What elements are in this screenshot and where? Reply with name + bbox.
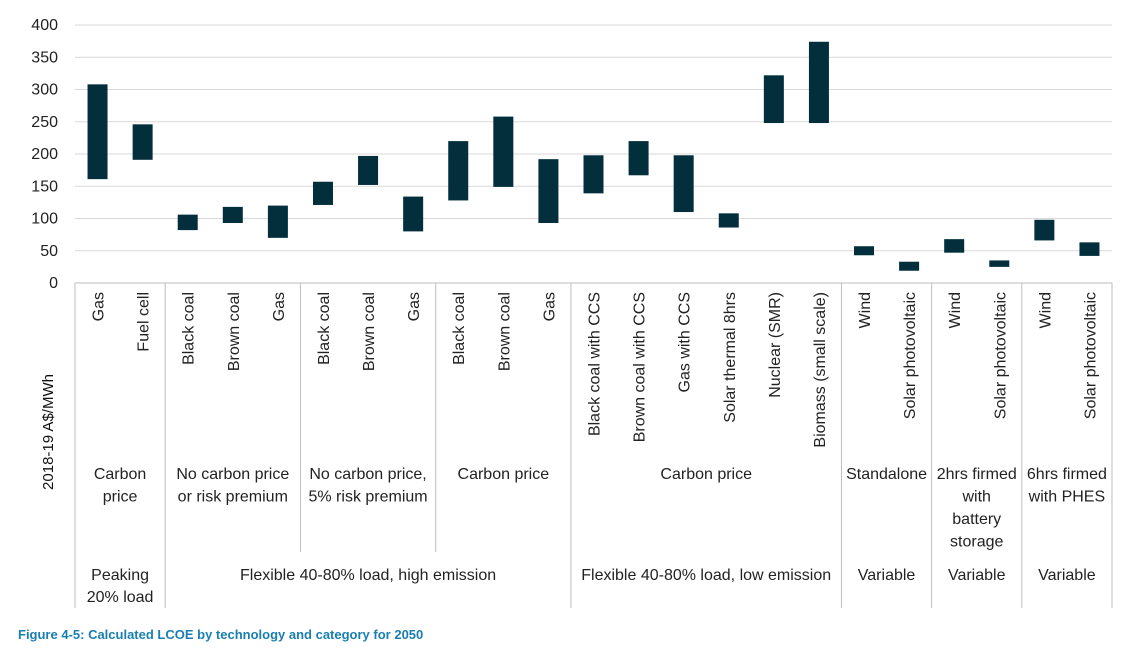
range-bar	[87, 84, 108, 180]
range-bar	[673, 155, 694, 213]
category-label: Solar thermal 8hrs	[722, 292, 739, 423]
category-label: Biomass (small scale)	[812, 292, 829, 448]
subgroup-label: Carbon price	[660, 466, 752, 483]
category-label: Black coal	[451, 292, 468, 365]
range-bar	[493, 116, 514, 187]
category-label: Gas with CCS	[677, 292, 694, 392]
category-label: Gas	[91, 292, 108, 321]
category-dividers	[74, 283, 1113, 608]
y-axis-label: 2018-19 A$/MWh	[40, 374, 57, 490]
group-label: Flexible 40-80% load, high emission	[240, 567, 496, 584]
y-tick-label: 300	[31, 82, 58, 99]
category-label: Solar photovoltaic	[1082, 292, 1099, 419]
subgroup-label: Carbon price	[458, 466, 550, 483]
y-tick-label: 350	[31, 49, 58, 66]
category-label: Gas	[406, 292, 423, 321]
range-bar	[899, 261, 920, 271]
group-labels: Peaking 20% load Flexible 40-80% load, hig…	[87, 567, 1096, 606]
subgroup-label: Carbon price	[94, 466, 146, 506]
range-bar	[763, 75, 784, 124]
range-bar	[1079, 242, 1100, 256]
gridlines	[75, 24, 1112, 284]
y-tick-label: 200	[31, 146, 58, 163]
category-label: Solar photovoltaic	[992, 292, 1009, 419]
y-tick-label: 150	[31, 178, 58, 195]
category-label: Gas	[541, 292, 558, 321]
category-label: Wind	[947, 292, 964, 328]
y-tick-label: 400	[31, 17, 58, 34]
subgroup-label: No carbon price or risk premium	[176, 466, 289, 506]
group-label: Variable	[858, 567, 916, 584]
category-label: Black coal	[316, 292, 333, 365]
y-tick-label: 100	[31, 211, 58, 228]
category-label: Black coal	[181, 292, 198, 365]
category-label: Solar photovoltaic	[902, 292, 919, 419]
category-label: Wind	[1037, 292, 1054, 328]
range-bar	[403, 196, 424, 232]
subgroup-label: Standalone	[846, 466, 927, 483]
category-label: Gas	[271, 292, 288, 321]
figure-caption: Figure 4-5: Calculated LCOE by technolog…	[18, 627, 424, 642]
range-bar	[854, 246, 875, 256]
category-label: Nuclear (SMR)	[767, 292, 784, 398]
range-bar	[1034, 219, 1055, 241]
range-bar	[944, 239, 965, 253]
range-bar	[358, 155, 379, 185]
range-bar	[267, 205, 288, 238]
range-bar	[989, 260, 1010, 267]
range-bar	[628, 141, 649, 176]
y-tick-label: 50	[40, 243, 58, 260]
category-label: Fuel cell	[136, 292, 153, 352]
bars	[87, 41, 1100, 271]
y-tick-label: 250	[31, 114, 58, 131]
group-label: Flexible 40-80% load, low emission	[581, 567, 831, 584]
range-bar	[177, 214, 198, 231]
range-bar	[538, 159, 559, 224]
category-label: Brown coal	[226, 292, 243, 371]
range-bar	[583, 155, 604, 194]
category-label: Black coal with CCS	[587, 292, 604, 436]
range-bar	[808, 41, 829, 124]
category-label: Brown coal	[496, 292, 513, 371]
range-bar	[222, 206, 243, 224]
range-bar	[718, 213, 739, 228]
group-label: Variable	[1038, 567, 1096, 584]
group-label: Peaking 20% load	[87, 567, 154, 606]
category-labels: Gas Fuel cell Black coal Brown coal Gas Black…	[91, 292, 1100, 448]
category-label: Wind	[857, 292, 874, 328]
y-tick-label: 0	[49, 275, 58, 292]
y-axis-ticks: 0 50 100 150 200 250 300 350 400	[31, 17, 58, 292]
subgroup-labels: Carbon price No carbon price or risk premiu…	[94, 466, 1107, 551]
category-label: Brown coal with CCS	[632, 292, 649, 442]
range-bar	[132, 124, 153, 160]
range-bar	[448, 141, 469, 201]
subgroup-label: 2hrs firmed with battery storage	[937, 466, 1017, 551]
category-label: Brown coal	[361, 292, 378, 371]
group-label: Variable	[948, 567, 1006, 584]
subgroup-label: 6hrs firmed with PHES	[1027, 466, 1107, 506]
range-bar	[312, 181, 333, 205]
subgroup-label: No carbon price, 5% risk premium	[308, 466, 427, 506]
